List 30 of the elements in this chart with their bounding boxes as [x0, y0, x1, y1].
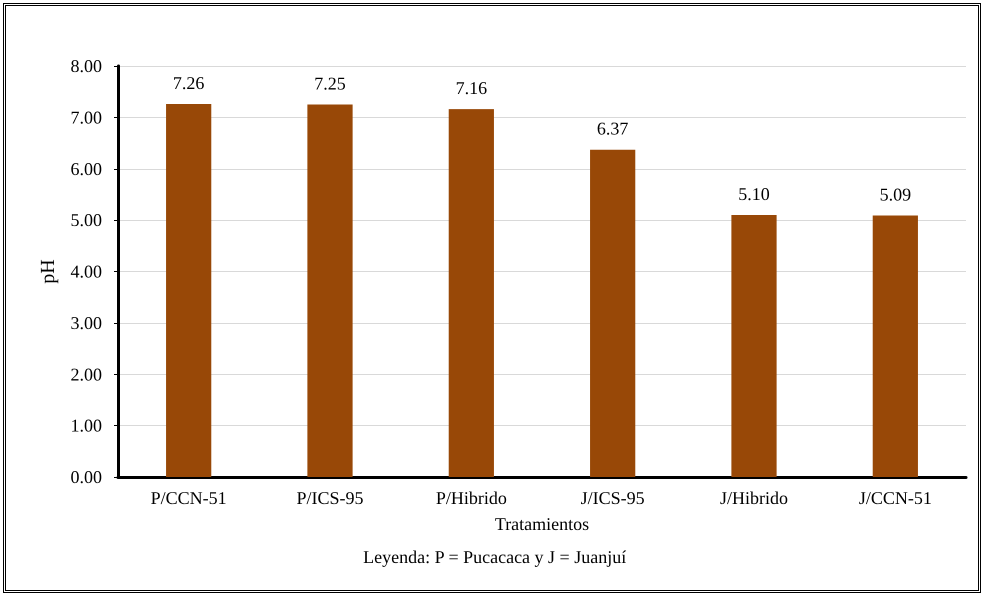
bar [166, 104, 212, 477]
bar [448, 109, 494, 477]
data-label: 7.26 [172, 73, 204, 94]
y-tick-label: 1.00 [70, 416, 102, 436]
text: Leyenda: P = Pucacaca y J = Juanjuí [363, 547, 626, 567]
y-tick-label: 3.00 [70, 312, 102, 333]
x-tick-label: P/Hibrido [436, 488, 507, 508]
bar [872, 216, 918, 477]
bar [590, 150, 636, 477]
data-label: 5.10 [738, 184, 770, 204]
bar [307, 104, 353, 477]
y-tick-label: 5.00 [70, 210, 102, 230]
x-tick-label: P/ICS-95 [296, 488, 364, 508]
x-axis-title: Tratamientos [494, 514, 590, 534]
x-tick-label: J/ICS-95 [580, 488, 645, 508]
x-tick-label: J/CCN-51 [858, 488, 932, 508]
data-label: 7.25 [314, 74, 346, 94]
y-tick-label: 7.00 [70, 107, 102, 128]
y-tick-label: 6.00 [70, 158, 102, 179]
y-tick-label: 8.00 [70, 56, 102, 76]
y-tick-label: 4.00 [70, 262, 102, 282]
bar [731, 214, 777, 477]
y-tick-label: 2.00 [70, 364, 102, 384]
y-tick-label: 0.00 [70, 467, 102, 487]
x-tick-label: J/Hibrido [720, 488, 788, 508]
x-tick-label: P/CCN-51 [150, 488, 227, 508]
data-label: 6.37 [596, 118, 628, 139]
data-label: 5.09 [880, 184, 912, 204]
data-label: 7.16 [456, 78, 488, 98]
y-axis-title: pH [37, 259, 59, 284]
